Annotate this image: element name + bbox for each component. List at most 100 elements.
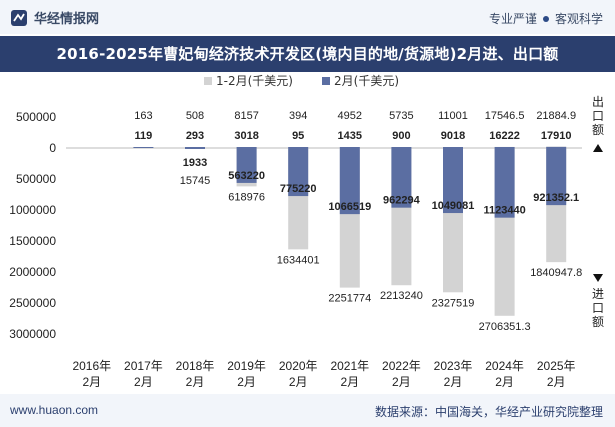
right-label-export-char: 出 bbox=[592, 95, 604, 109]
bar-monthly-export bbox=[494, 146, 515, 148]
data-label-monthly-import: 962294 bbox=[383, 195, 421, 207]
data-label-cumulative-export: 11001 bbox=[438, 110, 468, 122]
right-label-import-char: 额 bbox=[592, 315, 604, 329]
bar-monthly-import bbox=[185, 148, 205, 149]
data-label-monthly-import: 1049081 bbox=[432, 200, 475, 212]
data-label-monthly-export: 9018 bbox=[441, 130, 465, 142]
x-tick-label-year: 2024年 bbox=[485, 359, 524, 373]
data-label-monthly-export: 900 bbox=[392, 130, 410, 142]
website-link[interactable]: www.huaon.com bbox=[10, 403, 99, 417]
y-tick-label: 3000000 bbox=[9, 327, 56, 341]
header-bar: 华经情报网 专业严谨 客观科学 bbox=[0, 0, 615, 34]
slogan-left: 专业严谨 bbox=[488, 12, 537, 26]
brand[interactable]: 华经情报网 bbox=[10, 8, 99, 27]
y-tick-label: 1500000 bbox=[9, 234, 56, 248]
bar-monthly-import bbox=[546, 148, 567, 206]
y-tick-label: 2000000 bbox=[9, 265, 56, 279]
data-label-cumulative-export: 8157 bbox=[234, 110, 258, 122]
x-tick-label-year: 2017年 bbox=[124, 359, 163, 373]
bar-monthly-import bbox=[443, 148, 463, 214]
bar-monthly-import bbox=[494, 148, 515, 218]
x-tick-label-month: 2月 bbox=[340, 375, 359, 389]
data-label-cumulative-import: 2706351.3 bbox=[479, 321, 531, 333]
x-tick-label-year: 2020年 bbox=[279, 359, 318, 373]
right-label-import-char: 口 bbox=[592, 301, 604, 315]
x-tick-label-year: 2018年 bbox=[176, 359, 215, 373]
data-label-monthly-export: 16222 bbox=[489, 130, 520, 142]
y-tick-label: 1000000 bbox=[9, 203, 56, 217]
data-label-monthly-export: 17910 bbox=[541, 130, 572, 142]
data-label-monthly-export: 95 bbox=[292, 130, 304, 142]
data-label-monthly-export: 293 bbox=[186, 130, 204, 142]
bar-monthly-export bbox=[185, 147, 205, 148]
data-label-monthly-import: 1933 bbox=[183, 157, 207, 169]
data-label-cumulative-import: 1634401 bbox=[277, 254, 320, 266]
import-direction-arrow-icon bbox=[593, 274, 603, 282]
x-tick-label-month: 2月 bbox=[289, 375, 308, 389]
legend-swatch-monthly bbox=[322, 77, 330, 85]
data-label-monthly-import: 1066519 bbox=[328, 201, 371, 213]
brand-logo-icon bbox=[11, 9, 27, 26]
x-tick-label-month: 2月 bbox=[495, 375, 514, 389]
data-label-monthly-import: 921352.1 bbox=[533, 192, 579, 204]
y-tick-label: 2500000 bbox=[9, 296, 56, 310]
x-tick-label-year: 2023年 bbox=[434, 359, 473, 373]
x-tick-label-year: 2016年 bbox=[72, 359, 111, 373]
bar-monthly-export bbox=[339, 147, 360, 148]
bar-monthly-export bbox=[133, 147, 154, 148]
data-label-cumulative-import: 618976 bbox=[228, 191, 265, 203]
data-label-cumulative-export: 163 bbox=[134, 110, 152, 122]
x-tick-label-year: 2022年 bbox=[382, 359, 421, 373]
slogan-right: 客观科学 bbox=[554, 12, 603, 26]
x-tick-label-year: 2019年 bbox=[227, 359, 266, 373]
x-tick-label-month: 2月 bbox=[547, 375, 566, 389]
export-direction-arrow-icon bbox=[593, 144, 603, 152]
x-tick-label-month: 2月 bbox=[392, 375, 411, 389]
slogan: 专业严谨 客观科学 bbox=[489, 10, 603, 27]
x-tick-label-year: 2021年 bbox=[330, 359, 369, 373]
data-label-monthly-export: 119 bbox=[135, 130, 153, 142]
data-label-cumulative-export: 394 bbox=[289, 110, 307, 122]
bar-monthly-import bbox=[236, 148, 257, 183]
data-label-cumulative-export: 508 bbox=[186, 110, 204, 122]
chart: 1-2月(千美元) 2月(千美元) 500000 0 500000 1000000 1500… bbox=[9, 74, 604, 389]
x-tick-label-month: 2月 bbox=[444, 375, 463, 389]
y-tick-label: 500000 bbox=[16, 172, 56, 186]
data-label-monthly-export: 3018 bbox=[234, 130, 258, 142]
data-label-cumulative-import: 1840947.8 bbox=[530, 267, 582, 279]
chart-title: 2016-2025年曹妃甸经济技术开发区(境内目的地/货源地)2月进、出口额 bbox=[56, 45, 559, 63]
data-label-monthly-export: 1435 bbox=[338, 130, 362, 142]
bar-monthly-export bbox=[391, 147, 412, 148]
footer-bar: www.huaon.com 数据来源：中国海关，华经产业研究院整理 bbox=[0, 394, 615, 427]
data-label-cumulative-import: 2213240 bbox=[380, 290, 423, 302]
x-tick-label-month: 2月 bbox=[134, 375, 153, 389]
right-label-export-char: 额 bbox=[592, 123, 604, 137]
data-label-cumulative-export: 4952 bbox=[338, 110, 362, 122]
brand-name: 华经情报网 bbox=[34, 11, 100, 26]
legend-label-monthly: 2月(千美元) bbox=[334, 74, 399, 88]
y-tick-label: 500000 bbox=[16, 110, 56, 124]
data-label-cumulative-export: 5735 bbox=[389, 110, 413, 122]
bar-monthly-export bbox=[236, 147, 257, 148]
data-label-cumulative-import: 15745 bbox=[180, 175, 211, 187]
bar-monthly-import bbox=[288, 148, 309, 197]
data-label-cumulative-export: 17546.5 bbox=[485, 110, 525, 122]
bar-monthly-export bbox=[546, 146, 567, 148]
data-label-cumulative-import: 2251774 bbox=[328, 293, 371, 305]
data-label-cumulative-export: 21884.9 bbox=[536, 110, 576, 122]
right-label-export-char: 口 bbox=[592, 109, 604, 123]
title-bar: 2016-2025年曹妃甸经济技术开发区(境内目的地/货源地)2月进、出口额 bbox=[0, 36, 615, 72]
data-label-monthly-import: 775220 bbox=[280, 183, 317, 195]
data-label-monthly-import: 563220 bbox=[228, 170, 265, 182]
right-label-import-char: 进 bbox=[592, 287, 604, 301]
data-source: 数据来源：中国海关，华经产业研究院整理 bbox=[374, 405, 603, 419]
y-tick-label: 0 bbox=[49, 141, 56, 155]
bar-monthly-import bbox=[339, 148, 360, 215]
x-tick-label-year: 2025年 bbox=[537, 359, 576, 373]
data-label-monthly-import: 1123440 bbox=[483, 205, 525, 217]
slogan-dot-icon bbox=[542, 15, 549, 22]
x-tick-label-month: 2月 bbox=[186, 375, 205, 389]
bar-monthly-import bbox=[391, 148, 412, 208]
data-label-cumulative-import: 2327519 bbox=[432, 297, 475, 309]
